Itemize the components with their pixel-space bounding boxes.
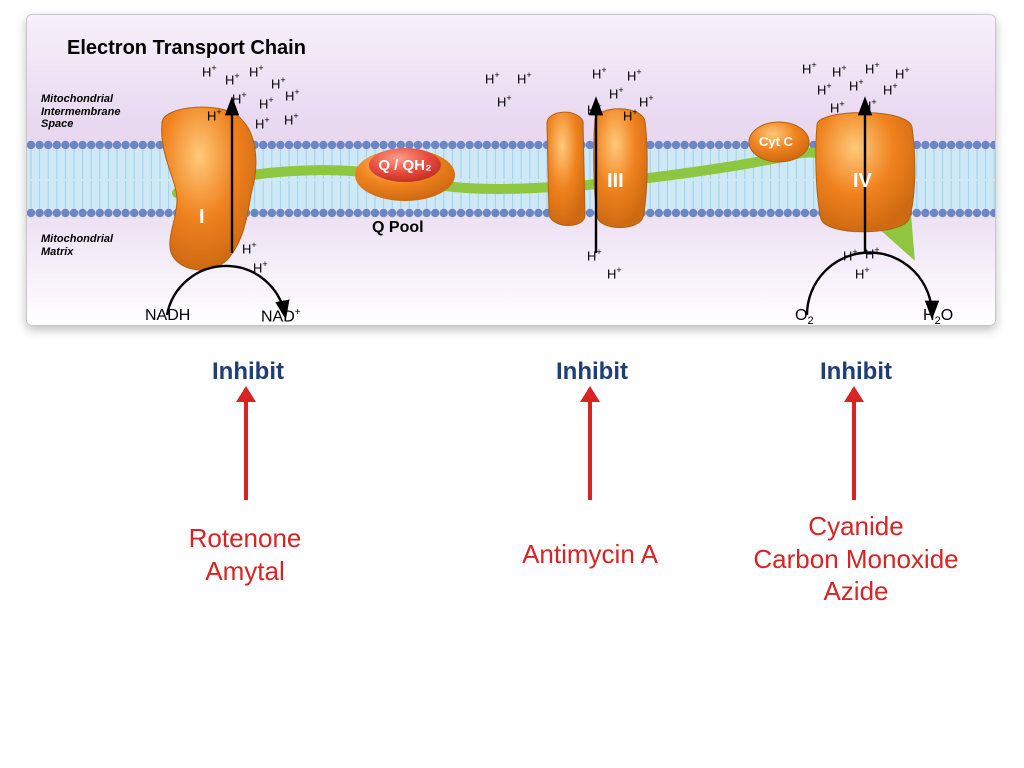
panel-title: Electron Transport Chain	[67, 37, 306, 60]
label-intermembrane: Mitochondrial Intermembrane Space	[41, 93, 120, 131]
proton: H+	[249, 63, 264, 79]
proton: H+	[895, 65, 910, 81]
proton: H+	[259, 95, 274, 111]
proton: H+	[592, 65, 607, 81]
proton: H+	[623, 107, 638, 123]
proton: H+	[587, 101, 602, 117]
proton: H+	[285, 87, 300, 103]
label-nadh: NADH	[145, 307, 190, 325]
proton: H+	[225, 71, 240, 87]
proton: H+	[587, 247, 602, 263]
roman-I: I	[199, 207, 205, 227]
proton: H+	[253, 259, 268, 275]
proton: H+	[517, 70, 532, 86]
proton: H+	[607, 265, 622, 281]
proton: H+	[242, 240, 257, 256]
proton: H+	[609, 85, 624, 101]
inhibit-label-1: Inhibit	[212, 360, 284, 384]
label-qpool: Q Pool	[372, 219, 424, 237]
roman-III: III	[607, 171, 624, 191]
drug-2: Antimycin A	[470, 538, 710, 571]
inhibit-label-3: Inhibit	[820, 360, 892, 384]
proton: H+	[843, 247, 858, 263]
inhibit-arrow-3	[852, 400, 856, 500]
proton: H+	[485, 70, 500, 86]
proton: H+	[832, 63, 847, 79]
inhibit-arrow-1	[244, 400, 248, 500]
proton: H+	[271, 75, 286, 91]
label-matrix: Mitochondrial Matrix	[41, 233, 113, 258]
label-qqh2: Q / QH₂	[377, 157, 433, 174]
drug-1: Rotenone Amytal	[150, 522, 340, 587]
proton: H+	[802, 60, 817, 76]
proton: H+	[855, 265, 870, 281]
label-h2o: H2O	[923, 307, 953, 326]
etc-svg	[27, 15, 995, 325]
proton: H+	[202, 63, 217, 79]
inhibit-arrow-2	[588, 400, 592, 500]
roman-IV: IV	[853, 171, 872, 191]
label-nadplus: NAD+	[261, 307, 301, 326]
proton: H+	[207, 107, 222, 123]
label-cytc: Cyt C	[759, 134, 793, 149]
proton: H+	[817, 81, 832, 97]
proton: H+	[627, 67, 642, 83]
proton: H+	[883, 81, 898, 97]
proton: H+	[865, 245, 880, 261]
proton: H+	[639, 93, 654, 109]
proton: H+	[497, 93, 512, 109]
proton: H+	[232, 90, 247, 106]
stage: { "title": "Electron Transport Chain", "…	[0, 0, 1024, 768]
label-o2: O2	[795, 307, 814, 326]
proton: H+	[830, 99, 845, 115]
drug-3: Cyanide Carbon Monoxide Azide	[718, 510, 994, 608]
proton: H+	[865, 60, 880, 76]
etc-panel: Electron Transport Chain Mitochondrial I…	[26, 14, 996, 326]
proton: H+	[255, 115, 270, 131]
proton: H+	[284, 111, 299, 127]
inhibit-label-2: Inhibit	[556, 360, 628, 384]
proton: H+	[862, 97, 877, 113]
proton: H+	[849, 77, 864, 93]
